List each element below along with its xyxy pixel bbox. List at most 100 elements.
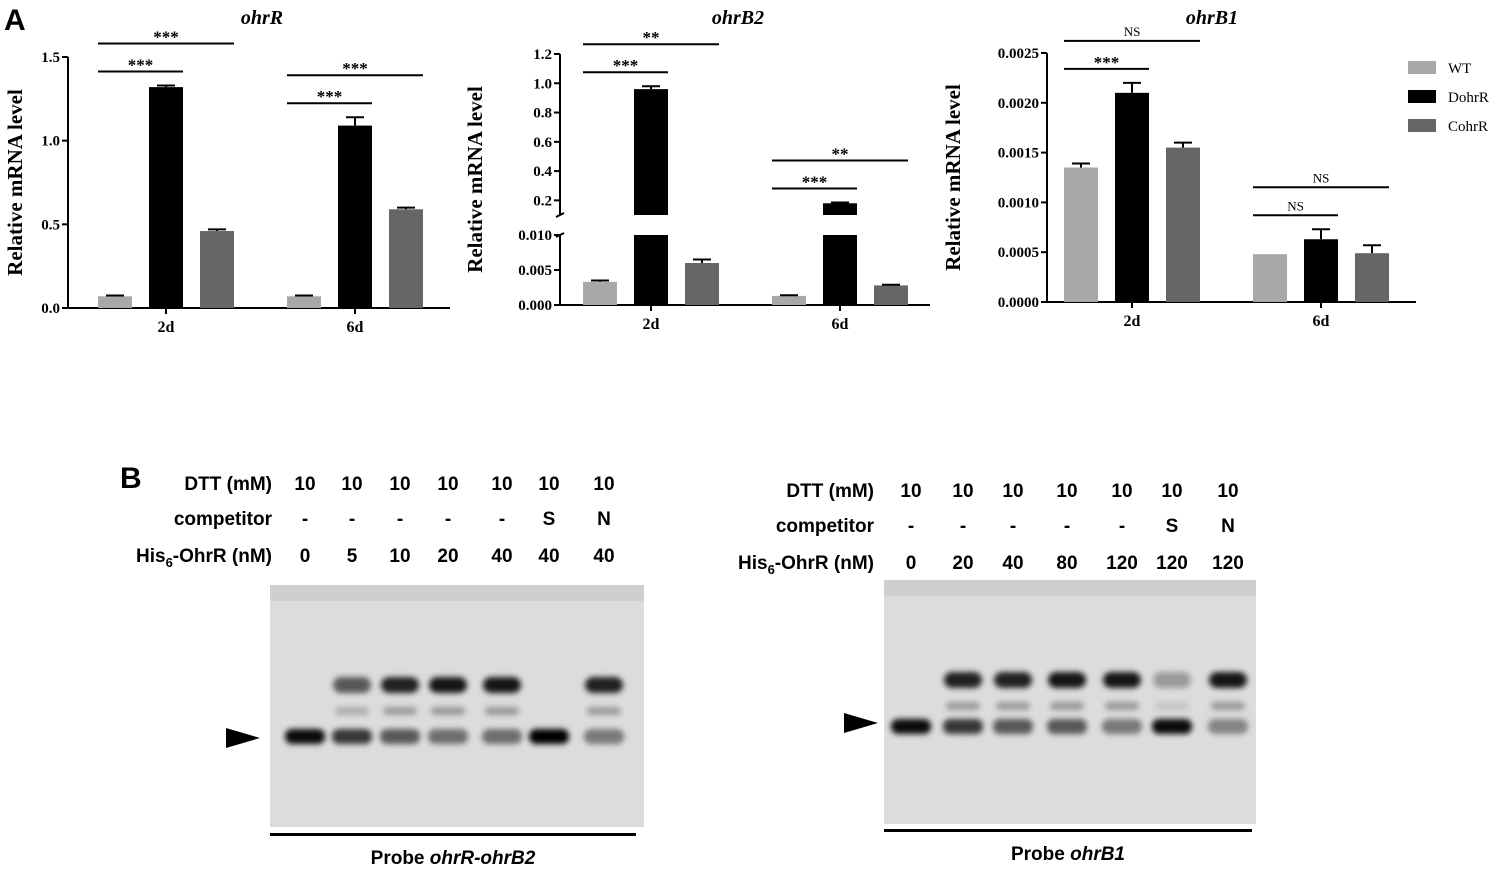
gel-image (270, 585, 644, 827)
dtt-value: 10 (1111, 481, 1133, 502)
chart-ohrb1-svg: ohrB1 Relative mRNA level 0.0000 0.0005 0.00… (941, 7, 1489, 330)
bar-wt (772, 295, 806, 305)
shifted-band (994, 672, 1032, 688)
gel-image (884, 580, 1256, 824)
y-tick-label: 1.0 (533, 76, 552, 92)
intermediate-band (1211, 702, 1245, 710)
gel-bands (891, 672, 1248, 734)
x-tick-label: 6d (1313, 313, 1330, 330)
his-label-prefix: His (135, 546, 166, 567)
y-tick-label: 0.6 (533, 135, 552, 151)
probe-name: ohrR-ohrB2 (429, 848, 536, 869)
bar-cohrr (200, 231, 234, 308)
bar-wt (98, 296, 132, 308)
competitor-value: - (1009, 516, 1017, 537)
dtt-value: 10 (1002, 481, 1024, 502)
significance-label: ** (832, 145, 849, 164)
significance-label: *** (342, 59, 368, 78)
his6-ohrr-value: 40 (491, 546, 513, 567)
free-probe-arrow-icon (844, 713, 878, 733)
shifted-band (1209, 672, 1247, 688)
probe-name: ohrB1 (1070, 844, 1126, 865)
gel-background (270, 585, 644, 827)
y-tick-label: 0.000 (518, 298, 552, 314)
dtt-value: 10 (952, 481, 974, 502)
bar-dohrr (634, 235, 668, 305)
free-probe-band (891, 719, 931, 734)
free-probe-band (1047, 719, 1087, 734)
free-probe-band (380, 729, 420, 744)
x-tick-label: 2d (158, 319, 175, 336)
bar-wt (1253, 254, 1287, 302)
y-tick-label: 1.2 (533, 47, 552, 63)
probe-prefix: Probe (370, 848, 430, 869)
y-tick-label: 0.0020 (998, 96, 1039, 112)
significance-label: *** (128, 55, 154, 74)
his6-ohrr-value: 40 (593, 546, 615, 567)
probe-underline (270, 833, 636, 836)
legend-swatch (1408, 61, 1436, 74)
shifted-band (381, 677, 419, 693)
intermediate-band (431, 707, 465, 715)
y-axis-label: Relative mRNA level (941, 84, 965, 271)
bar-dohrr (823, 235, 857, 305)
probe-label: Probe ohrB1 (884, 844, 1252, 866)
dtt-value: 10 (593, 474, 615, 495)
significance-label: NS (1313, 170, 1330, 185)
competitor-value: S (542, 509, 556, 530)
competitor-value: - (301, 509, 309, 530)
chart-ohrb2-svg: ohrB2 Relative mRNA level 0.000 0.005 0.010 0… (463, 7, 930, 333)
his6-ohrr-row-label: His6-OhrR (nM) (738, 553, 874, 577)
his6-ohrr-value: 120 (1156, 553, 1188, 574)
panel-a-label: A (4, 4, 26, 37)
free-probe-band (584, 729, 624, 744)
intermediate-band (996, 702, 1030, 710)
free-probe-band (1208, 719, 1248, 734)
significance-label: *** (317, 87, 343, 106)
y-tick-label: 0.005 (518, 263, 552, 279)
competitor-value: - (396, 509, 404, 530)
intermediate-band (485, 707, 519, 715)
chart-ohrb1: ohrB1 Relative mRNA level 0.0000 0.0005 0.00… (940, 0, 1500, 345)
dtt-value: 10 (538, 474, 560, 495)
his-label-suffix: -OhrR (nM) (172, 546, 272, 567)
competitor-row-label: competitor (775, 516, 874, 537)
chart-title: ohrB1 (1186, 7, 1238, 29)
shifted-band (1048, 672, 1086, 688)
y-tick-label: 0.5 (41, 217, 60, 233)
y-tick-label: 0.2 (533, 193, 552, 209)
dtt-row-label: DTT (mM) (786, 481, 874, 502)
competitor-row-label: competitor (173, 509, 272, 530)
competitor-value: - (444, 509, 452, 530)
free-probe-band (428, 729, 468, 744)
axis-break-mark (555, 212, 565, 238)
shifted-band (1103, 672, 1141, 688)
y-axis-label: Relative mRNA level (463, 86, 487, 273)
his6-ohrr-value: 5 (346, 546, 358, 567)
free-probe-band (1102, 719, 1142, 734)
intermediate-band (1050, 702, 1084, 710)
free-probe-arrow-icon (226, 728, 260, 748)
his6-ohrr-value: 40 (538, 546, 560, 567)
significance-label: ** (643, 28, 660, 47)
x-tick-label: 6d (832, 316, 849, 333)
shifted-band (1153, 672, 1191, 688)
chart-ohrb2: ohrB2 Relative mRNA level 0.000 0.005 0.010 0… (460, 0, 940, 345)
arrow-shape (226, 728, 260, 748)
competitor-value: - (1063, 516, 1071, 537)
his6-ohrr-value: 40 (1002, 553, 1024, 574)
legend: WT DohrR CohrR (1408, 61, 1489, 135)
bar-cohrr (389, 209, 423, 308)
dtt-value: 10 (491, 474, 513, 495)
shifted-band (483, 677, 521, 693)
y-tick-label: 1.0 (41, 134, 60, 150)
free-probe-band (529, 729, 569, 744)
bar-wt (583, 281, 617, 305)
legend-swatch (1408, 119, 1436, 132)
gel-bands (285, 677, 624, 744)
competitor-value: - (348, 509, 356, 530)
shifted-band (333, 677, 371, 693)
dtt-value: 10 (294, 474, 316, 495)
his6-ohrr-row-label: His6-OhrR (nM) (136, 546, 272, 570)
bar-dohrr-upper (823, 203, 857, 215)
